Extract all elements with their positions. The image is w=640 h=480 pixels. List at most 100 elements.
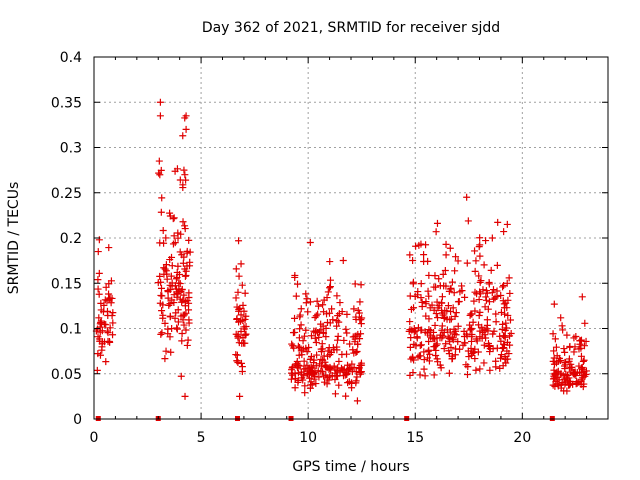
data-point: [467, 337, 475, 345]
data-point: [348, 360, 356, 368]
data-point: [434, 358, 442, 366]
data-point: [450, 289, 458, 297]
data-point: [324, 347, 332, 355]
data-point: [155, 157, 163, 165]
data-point: [181, 302, 189, 310]
data-point: [340, 336, 348, 344]
data-point: [421, 372, 429, 380]
data-point: [303, 348, 311, 356]
data-point: [449, 304, 457, 312]
data-point: [182, 326, 190, 334]
data-point: [356, 370, 364, 378]
data-point: [174, 262, 182, 270]
data-point: [93, 366, 101, 374]
data-point: [420, 258, 428, 266]
data-point: [178, 337, 186, 345]
data-point: [101, 320, 109, 328]
data-point: [552, 343, 560, 351]
data-point: [480, 359, 488, 367]
data-point: [476, 241, 484, 249]
data-point: [323, 319, 331, 327]
data-point: [470, 297, 478, 305]
data-point: [567, 360, 575, 368]
data-point: [476, 234, 484, 242]
data-point: [482, 287, 490, 295]
data-point: [436, 331, 444, 339]
data-point: [431, 343, 439, 351]
data-point: [237, 260, 245, 268]
data-point: [505, 274, 513, 282]
data-point: [438, 293, 446, 301]
data-point: [300, 357, 308, 365]
data-point: [97, 318, 105, 326]
data-point: [483, 325, 491, 333]
data-point: [416, 341, 424, 349]
data-point: [417, 280, 425, 288]
data-point: [237, 311, 245, 319]
data-point: [485, 279, 493, 287]
data-point: [452, 253, 460, 261]
data-point: [488, 289, 496, 297]
data-point: [466, 311, 474, 319]
data-point: [430, 283, 438, 291]
data-point: [232, 265, 240, 273]
data-point: [182, 112, 190, 120]
y-tick-label: 0.3: [60, 141, 82, 157]
data-point: [241, 289, 249, 297]
data-point: [565, 374, 573, 382]
data-point: [503, 279, 511, 287]
data-point: [357, 281, 365, 289]
data-point: [454, 322, 462, 330]
data-point: [312, 362, 320, 370]
data-point: [575, 345, 583, 353]
y-tick-label: 0.15: [51, 276, 82, 292]
data-point: [426, 350, 434, 358]
data-point: [471, 355, 479, 363]
data-point: [471, 267, 479, 275]
data-point: [167, 348, 175, 356]
data-point: [329, 316, 337, 324]
data-point: [477, 290, 485, 298]
data-point: [178, 251, 186, 259]
data-point: [462, 330, 470, 338]
data-point: [109, 319, 117, 327]
data-point: [307, 332, 315, 340]
data-point: [577, 352, 585, 360]
data-point: [578, 369, 586, 377]
data-point: [109, 331, 117, 339]
data-point: [503, 324, 511, 332]
data-point: [489, 330, 497, 338]
data-point: [314, 302, 322, 310]
data-point: [343, 370, 351, 378]
data-point: [288, 364, 296, 372]
data-point: [180, 321, 188, 329]
data-point: [346, 365, 354, 373]
data-point: [97, 299, 105, 307]
data-point: [432, 228, 440, 236]
data-point: [554, 367, 562, 375]
data-point: [478, 323, 486, 331]
data-point: [173, 324, 181, 332]
data-point: [295, 351, 303, 359]
data-point: [420, 356, 428, 364]
data-point: [320, 372, 328, 380]
data-point: [98, 343, 106, 351]
data-point: [340, 366, 348, 374]
data-point: [320, 308, 328, 316]
data-point: [304, 308, 312, 316]
data-point: [441, 313, 449, 321]
data-point: [233, 315, 241, 323]
data-point: [506, 316, 514, 324]
data-point: [299, 337, 307, 345]
data-point: [461, 293, 469, 301]
data-point: [164, 294, 172, 302]
data-point: [355, 365, 363, 373]
data-point: [410, 328, 418, 336]
data-point: [559, 326, 567, 334]
data-point: [181, 171, 189, 179]
data-point: [578, 293, 586, 301]
data-point: [494, 218, 502, 226]
data-point: [306, 298, 314, 306]
data-point: [425, 315, 433, 323]
data-point: [444, 333, 452, 341]
